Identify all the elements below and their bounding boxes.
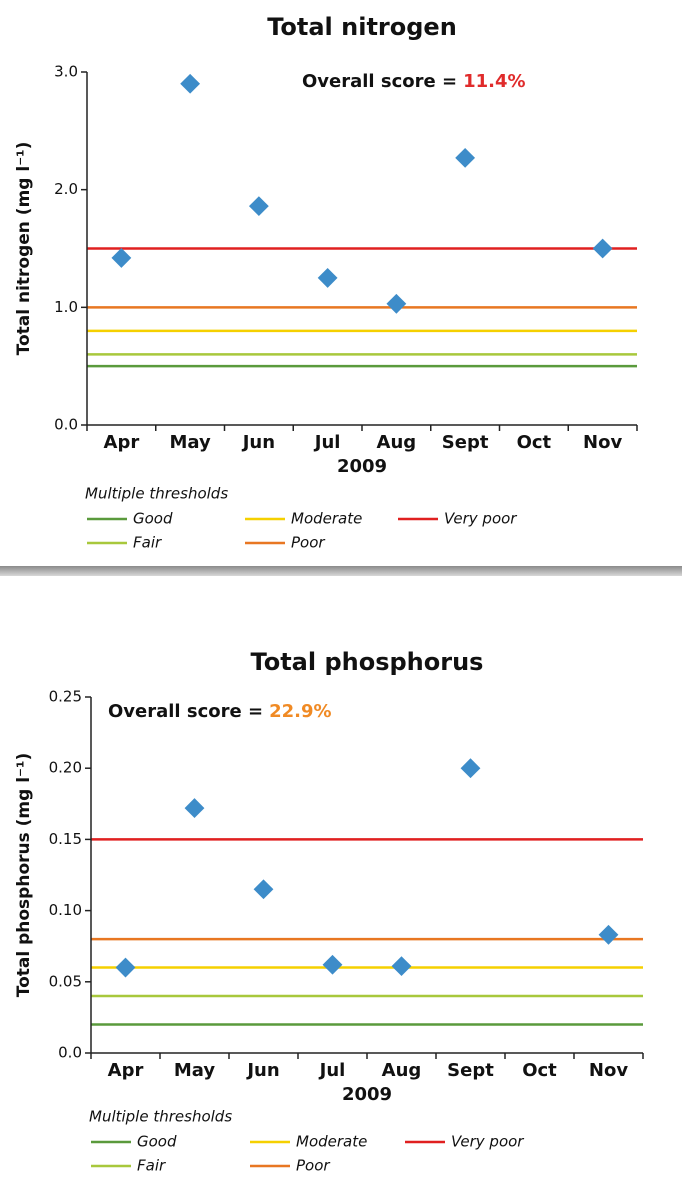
x-tick-label: Jul [313, 432, 341, 453]
y-tick-label: 0.15 [49, 830, 82, 848]
annotation: Overall score = 22.9% [108, 701, 332, 722]
chart-title: Total nitrogen [267, 13, 457, 41]
point [115, 957, 136, 978]
y-tick-label: 0.10 [49, 901, 82, 919]
x-tick-label: May [170, 432, 212, 453]
x-tick-label: Sept [447, 1060, 494, 1081]
legend-label: Good [137, 1133, 177, 1151]
point [391, 956, 412, 977]
y-tick-label: 0.0 [54, 416, 78, 434]
legend-label: Very poor [451, 1133, 524, 1151]
point [248, 196, 269, 217]
annotation-score: 22.9% [269, 701, 331, 722]
legend-label: Fair [137, 1157, 166, 1175]
x-tick-label: Apr [108, 1060, 144, 1081]
y-tick-label: 0.20 [49, 759, 82, 777]
x-tick-label: Jun [245, 1060, 279, 1081]
x-tick-label: Jun [241, 432, 275, 453]
x-tick-label: Nov [583, 432, 622, 453]
x-tick-label: Apr [104, 432, 140, 453]
x-axis-label: 2009 [342, 1084, 392, 1105]
x-tick-label: Aug [382, 1060, 422, 1081]
annotation-text: Overall score = [108, 701, 263, 722]
point [455, 147, 476, 168]
y-tick-label: 2.0 [54, 180, 78, 198]
legend-label: Fair [133, 534, 162, 552]
y-tick-label: 0.25 [49, 688, 82, 706]
legend-label: Moderate [291, 510, 362, 528]
annotation-text: Overall score = [302, 71, 457, 92]
y-axis-label: Total phosphorus (mg l⁻¹) [14, 753, 34, 998]
point [598, 924, 619, 945]
point [460, 758, 481, 779]
point [111, 248, 132, 268]
point [592, 238, 613, 259]
point [180, 73, 201, 94]
x-tick-label: May [174, 1060, 216, 1081]
x-tick-label: Jul [318, 1060, 346, 1081]
point [322, 954, 343, 975]
separator [0, 566, 682, 576]
annotation: Overall score = 11.4% [302, 71, 526, 92]
annotation-score: 11.4% [463, 71, 525, 92]
x-tick-label: Oct [522, 1060, 557, 1081]
x-axis-label: 2009 [337, 456, 387, 477]
point [386, 293, 407, 314]
point [184, 798, 205, 818]
y-tick-label: 1.0 [54, 298, 78, 316]
point [317, 268, 338, 288]
point [253, 879, 274, 900]
y-tick-label: 3.0 [54, 63, 78, 81]
legend-label: Poor [291, 534, 325, 552]
legend-label: Moderate [296, 1133, 367, 1151]
y-tick-label: 0.0 [58, 1044, 82, 1062]
legend-label: Good [133, 510, 173, 528]
y-axis-label: Total nitrogen (mg l⁻¹) [14, 142, 34, 356]
legend-title: Multiple thresholds [85, 485, 228, 503]
x-tick-label: Aug [377, 432, 417, 453]
y-tick-label: 0.05 [49, 972, 82, 990]
legend-label: Very poor [444, 510, 517, 528]
x-tick-label: Nov [589, 1060, 628, 1081]
legend-label: Poor [296, 1157, 330, 1175]
x-tick-label: Sept [442, 432, 489, 453]
x-tick-label: Oct [517, 432, 552, 453]
chart-title: Total phosphorus [251, 648, 484, 676]
legend-title: Multiple thresholds [89, 1108, 232, 1126]
